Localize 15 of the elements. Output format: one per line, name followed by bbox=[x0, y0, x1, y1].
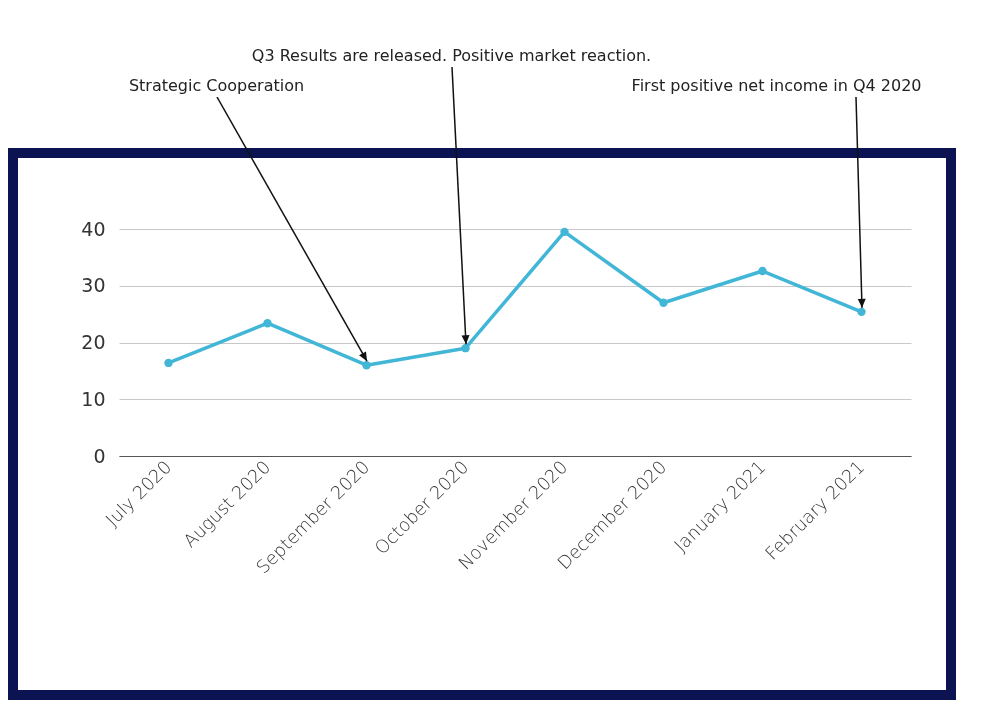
point bbox=[362, 361, 371, 370]
point bbox=[659, 298, 668, 307]
point bbox=[461, 344, 470, 353]
point bbox=[164, 358, 173, 368]
point bbox=[560, 227, 569, 237]
point bbox=[758, 266, 767, 276]
y-tick-label: 0 bbox=[93, 444, 106, 467]
annotation: Q3 Results are released. Positive market reaction. bbox=[251, 46, 652, 65]
y-tick-label: 20 bbox=[81, 331, 106, 353]
point bbox=[857, 307, 866, 317]
annotation: Strategic Cooperation bbox=[128, 76, 305, 95]
y-tick-label: 30 bbox=[81, 274, 106, 297]
y-tick-label: 10 bbox=[81, 387, 106, 410]
annotation: First positive net income in Q4 2020 bbox=[631, 76, 922, 95]
y-tick-label: 40 bbox=[81, 217, 106, 240]
